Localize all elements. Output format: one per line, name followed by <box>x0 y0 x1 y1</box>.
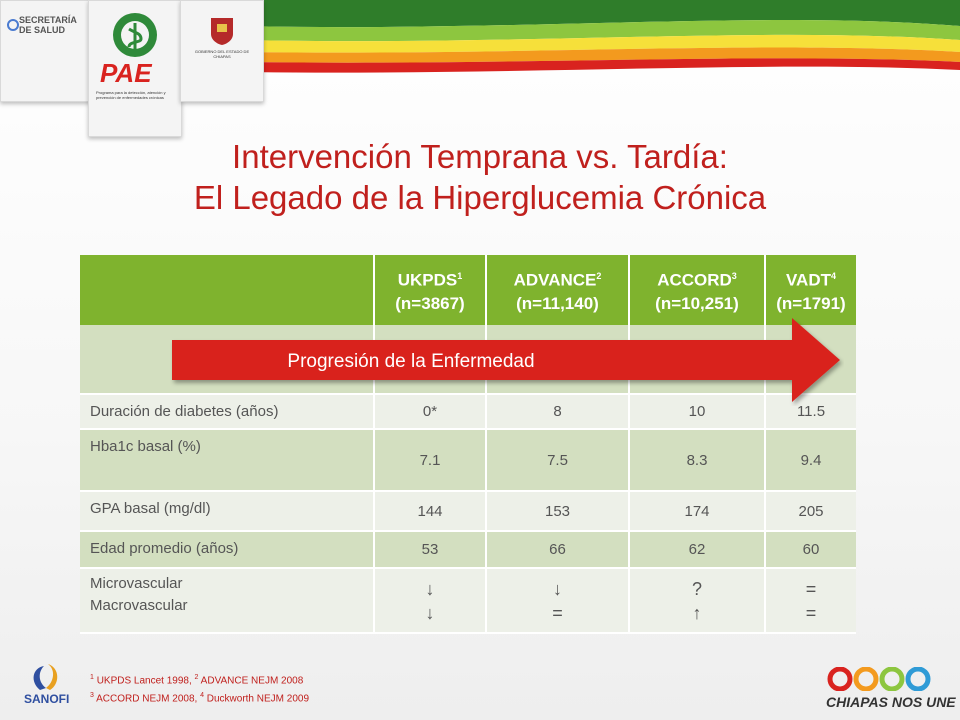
column-header: ACCORD3 (n=10,251) <box>629 255 766 325</box>
row-label: Duración de diabetes (años) <box>80 394 375 430</box>
column-header: VADT4 (n=1791) <box>765 255 856 325</box>
table-cell: 66 <box>486 531 630 569</box>
table-cell: ? ↑ <box>629 568 766 634</box>
column-header: ADVANCE2 (n=11,140) <box>486 255 630 325</box>
progression-label: Progresión de la Enfermedad <box>287 351 535 372</box>
row-label: Edad promedio (años) <box>80 531 375 569</box>
table-cell: 153 <box>486 491 630 532</box>
secretaria-salud-logo: SECRETARÍA DE SALUD <box>0 0 90 102</box>
table-cell: 144 <box>374 491 487 532</box>
table-cell: 9.4 <box>765 429 856 492</box>
table-cell: 10 <box>629 394 766 430</box>
chiapas-shield-icon <box>211 18 233 45</box>
secretaria-label: SECRETARÍA DE SALUD <box>19 15 77 35</box>
table-row: Duración de diabetes (años) 0* 8 10 11.5 <box>80 394 856 430</box>
pae-wordmark: PAE <box>100 58 152 88</box>
table-cell: 174 <box>629 491 766 532</box>
table-cell: 11.5 <box>765 394 856 430</box>
row-label: GPA basal (mg/dl) <box>80 491 375 532</box>
footnote-line2: 3 ACCORD NEJM 2008, 4 Duckworth NEJM 200… <box>90 692 310 705</box>
table-cell: ↓ = <box>486 568 630 634</box>
table-cell: 7.5 <box>486 429 630 492</box>
pae-logo <box>88 0 182 137</box>
table-header-row: UKPDS1 (n=3867) ADVANCE2 (n=11,140) ACCORD… <box>80 255 856 325</box>
sanofi-wordmark: SANOFI <box>24 692 70 706</box>
row-label: Microvascular Macrovascular <box>80 568 375 634</box>
chiapas-circles-icon <box>827 667 931 691</box>
table-row-outcomes: Microvascular Macrovascular ↓ ↓ ↓ = ? ↑ = = <box>80 568 856 634</box>
table-cell: 60 <box>765 531 856 569</box>
table-cell: ↓ ↓ <box>374 568 487 634</box>
row-label: Hba1c basal (%) <box>80 429 375 492</box>
table-cell: = = <box>765 568 856 634</box>
sanofi-logo-icon <box>33 664 58 690</box>
table-cell: 205 <box>765 491 856 532</box>
table-row: GPA basal (mg/dl) 144 153 174 205 <box>80 491 856 532</box>
table-cell: 8 <box>486 394 630 430</box>
table-row: Edad promedio (años) 53 66 62 60 <box>80 531 856 569</box>
slide-title-line1: Intervención Temprana vs. Tardía: <box>232 138 728 175</box>
gobierno-label: GOBIERNO DEL ESTADO DE CHIAPAS <box>194 49 250 59</box>
column-header: UKPDS1 (n=3867) <box>374 255 487 325</box>
table-cell: 62 <box>629 531 766 569</box>
header-stripes <box>240 0 960 73</box>
gobierno-chiapas-logo: GOBIERNO DEL ESTADO DE CHIAPAS <box>180 0 264 102</box>
table-cell: 0* <box>374 394 487 430</box>
table-row: Hba1c basal (%) 7.1 7.5 8.3 9.4 <box>80 429 856 492</box>
trials-table: UKPDS1 (n=3867) ADVANCE2 (n=11,140) ACCORD… <box>80 255 856 634</box>
slide-title-line2: El Legado de la Hiperglucemia Crónica <box>193 179 767 216</box>
pae-emblem-icon <box>113 13 157 57</box>
table-cell: 8.3 <box>629 429 766 492</box>
table-header-empty <box>80 255 375 325</box>
chiapas-wordmark: CHIAPAS NOS UNE <box>826 694 956 710</box>
pae-subtitle: Programa para la detección, atención y p… <box>96 90 166 100</box>
footnote-line1: 1 UKPDS Lancet 1998, 2 ADVANCE NEJM 2008 <box>90 674 304 687</box>
table-cell: 53 <box>374 531 487 569</box>
table-cell: 7.1 <box>374 429 487 492</box>
progression-arrow-icon <box>172 318 840 402</box>
